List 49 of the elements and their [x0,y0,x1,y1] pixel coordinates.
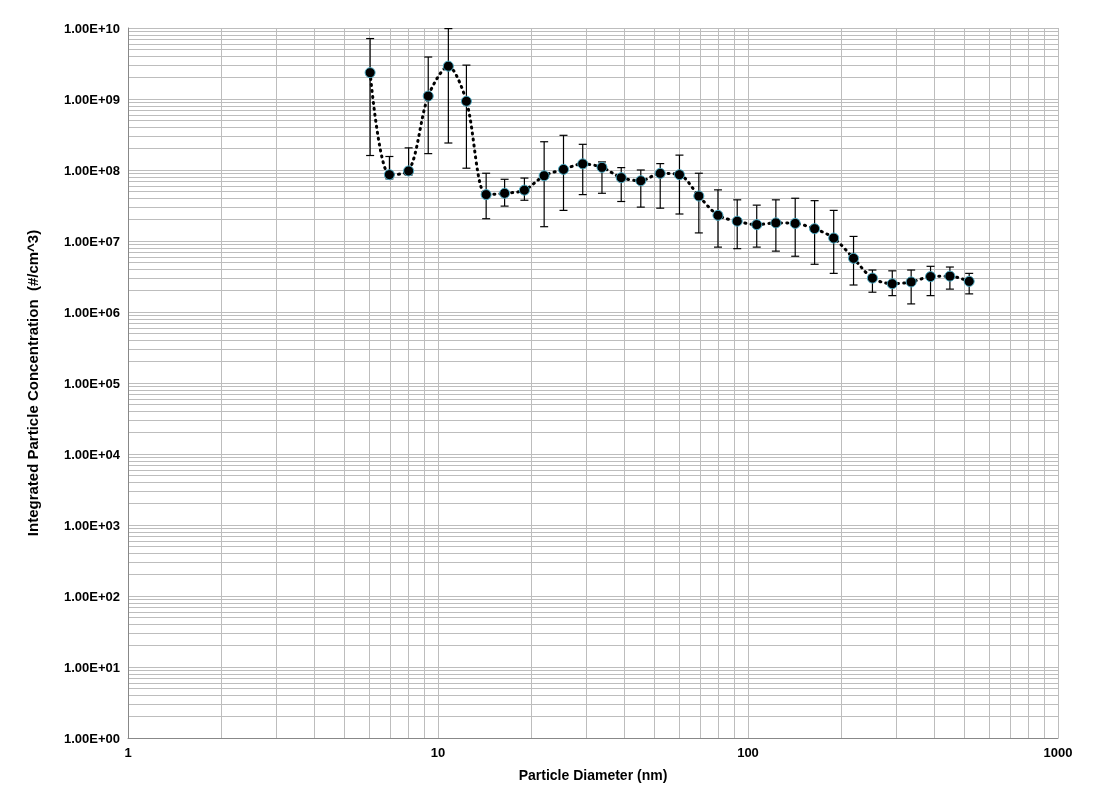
point [615,172,627,184]
point [383,169,395,181]
y-tick-label: 1.00E+07 [63,233,120,249]
point [480,189,492,201]
y-tick-label: 1.00E+02 [63,588,120,604]
point [789,217,801,229]
y-tick-label: 1.00E+04 [63,446,121,462]
point [963,275,975,287]
y-tick-label: 1.00E+05 [63,375,120,391]
point [654,167,666,179]
point [886,278,898,290]
y-tick-label: 1.00E+10 [63,20,120,36]
x-tick-label: 1 [124,745,132,760]
point [693,190,705,202]
point [558,163,569,175]
point [809,223,821,235]
point [442,60,454,72]
point [673,169,685,181]
y-tick-label: 1.00E+00 [63,730,120,746]
point [731,215,743,227]
x-tick-label: 10 [430,745,446,760]
y-tick-label: 1.00E+06 [63,304,120,320]
point [828,232,840,244]
point [596,161,608,173]
point [866,272,878,284]
y-tick-label: 1.00E+09 [63,91,120,107]
point [403,165,415,177]
point [712,209,724,221]
point [925,271,937,283]
x-tick-label: 1000 [1043,745,1073,760]
point [635,175,647,187]
point [577,158,589,170]
point [751,219,763,231]
point [770,217,782,229]
point [422,90,434,102]
point [538,170,550,182]
point [905,276,917,288]
y-tick-label: 1.00E+01 [63,659,120,675]
x-axis-title: Particle Diameter (nm) [518,767,668,783]
point [499,187,511,199]
y-tick-label: 1.00E+03 [63,517,120,533]
point [944,270,956,282]
x-tick-label: 100 [737,745,759,760]
point [364,67,376,79]
y-tick-label: 1.00E+08 [63,162,120,178]
point [460,95,472,107]
point [848,252,860,264]
point [518,184,530,196]
y-axis-title: Integrated Particle Concentration (#/cm^3) [24,229,41,537]
